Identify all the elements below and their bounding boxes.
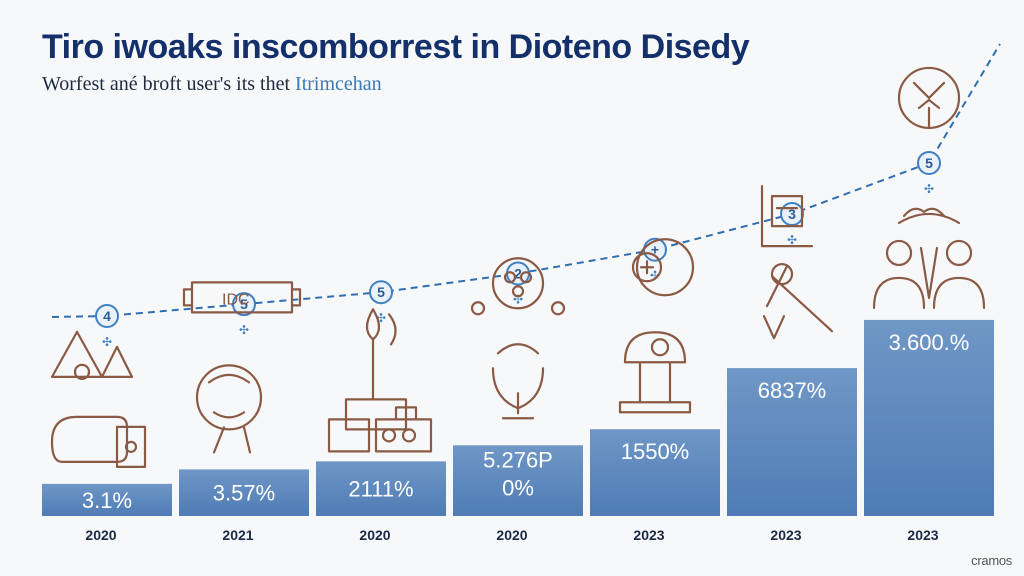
trend-marker-label: + [651, 242, 659, 258]
trend-marker-label: 2 [514, 266, 522, 282]
trend-layer: 4✣5✣5✣2✣+✣3✣5✣ [51, 43, 1001, 349]
trend-marker: 3✣ [780, 202, 804, 247]
trend-marker: 4✣ [95, 304, 119, 349]
chart-subtitle: Worfest ané broft user's its thet Itrimc… [42, 73, 382, 96]
people-icon [872, 66, 986, 310]
subtitle-accent: Itrimcehan [295, 73, 382, 95]
trend-marker: 5✣ [369, 280, 393, 325]
battery-icon: IDC [182, 281, 302, 454]
bar [590, 429, 720, 516]
trend-marker-label: 3 [788, 206, 796, 222]
chart-title: Tiro iwoaks inscomborrest in Dioteno Dis… [42, 28, 750, 66]
trend-marker-label: 5 [925, 155, 933, 171]
trend-marker-label: 4 [103, 308, 111, 324]
bar [42, 483, 172, 516]
bar-value-label: 5.276P [483, 447, 553, 472]
trend-marker-tick: ✣ [239, 323, 249, 337]
bar [727, 368, 857, 516]
trend-marker-tick: ✣ [650, 269, 660, 283]
trend-marker: 5✣ [917, 151, 941, 196]
bar-value-label: 6837% [758, 378, 827, 403]
watermark: cramos [971, 553, 1012, 568]
bar-layer [42, 319, 994, 516]
icon-layer: IDC [50, 66, 986, 468]
year-tick-label: 2020 [496, 527, 527, 543]
plant-lamp-icon [327, 308, 433, 453]
bar-value-label: 3.1% [82, 488, 132, 513]
bar-value-label: 0% [502, 475, 534, 500]
trend-marker-tick: ✣ [376, 311, 386, 325]
year-tick-label: 2021 [222, 527, 253, 543]
year-tick-label: 2023 [633, 527, 664, 543]
year-tick-label: 2020 [85, 527, 116, 543]
bar-value-label: 1550% [621, 439, 690, 464]
label-layer: 3.1% 2020 3.57% 2021 2111% 2020 5.276P 0% 2020 15… [82, 330, 969, 543]
year-tick-label: 2023 [907, 527, 938, 543]
bar-value-label: 3.57% [213, 481, 275, 506]
bar [179, 469, 309, 516]
bar [864, 319, 994, 516]
bar [453, 445, 583, 516]
trend-marker-label: 5 [377, 284, 385, 300]
year-tick-label: 2023 [770, 527, 801, 543]
trend-marker-label: 5 [240, 296, 248, 312]
mountain-tent-icon [50, 330, 147, 468]
trend-marker: 5✣ [232, 292, 256, 337]
trend-marker-tick: ✣ [924, 182, 934, 196]
year-tick-label: 2020 [359, 527, 390, 543]
trend-marker: 2✣ [506, 261, 530, 307]
scissors-icon [760, 185, 834, 340]
trend-marker-tick: ✣ [513, 293, 523, 307]
bar [316, 461, 446, 516]
battery-text: IDC [222, 291, 250, 308]
bar-value-label: 3.600.% [889, 330, 970, 355]
trend-marker-tick: ✣ [102, 335, 112, 349]
scooter-icon [470, 257, 566, 420]
bar-value-label: 2111% [348, 477, 413, 502]
magnifier-icon [618, 238, 695, 414]
subtitle-main: Worfest ané broft user's its thet [42, 73, 296, 95]
trend-marker-tick: ✣ [787, 233, 797, 247]
